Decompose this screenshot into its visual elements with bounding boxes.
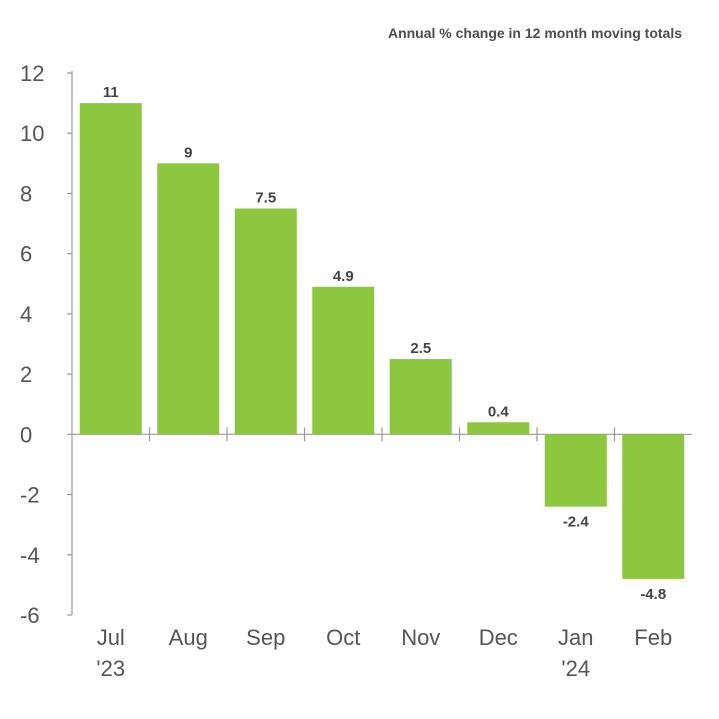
y-tick-label: -2 (20, 483, 40, 508)
data-labels: 11 9 7.5 4.9 2.5 0.4 -2.4 -4.8 (103, 84, 666, 603)
bar (157, 163, 220, 435)
x-tick-label: Jan (558, 625, 593, 650)
data-label: -4.8 (640, 586, 666, 603)
bar (234, 208, 297, 435)
x-tick-label: Nov (401, 625, 440, 650)
y-tick-label: 10 (20, 121, 44, 146)
x-tick-year-label: '23 (96, 656, 125, 681)
x-tick-label: Oct (326, 625, 360, 650)
data-label: 11 (103, 84, 119, 101)
y-tick-label: 4 (20, 302, 32, 327)
y-tick-label: -4 (20, 543, 40, 568)
bar (622, 434, 685, 579)
bar (544, 434, 607, 507)
x-tick-label: Feb (634, 625, 672, 650)
x-tick-label: Dec (479, 625, 518, 650)
bar (467, 422, 530, 435)
bar (79, 103, 142, 435)
data-label: 0.4 (488, 403, 510, 420)
chart-subtitle: Annual % change in 12 month moving total… (388, 25, 682, 41)
x-tick-label: Aug (169, 625, 208, 650)
y-tick-label: 12 (20, 61, 44, 86)
axes: 12 10 8 6 4 2 0 -2 -4 -6 Jul '23 Aug Sep Oct Nov Dec Jan '… (20, 61, 692, 681)
x-tick-label: Sep (246, 625, 285, 650)
x-tick-year-label: '24 (561, 656, 590, 681)
data-label: 4.9 (333, 268, 354, 285)
bar (312, 286, 375, 435)
data-label: -2.4 (563, 514, 590, 531)
data-label: 7.5 (255, 190, 276, 207)
y-tick-label: 8 (20, 181, 32, 206)
bars (79, 103, 685, 579)
y-tick-label: 6 (20, 242, 32, 267)
bar (389, 359, 452, 435)
y-tick-label: 0 (20, 422, 32, 447)
y-tick-label: -6 (20, 603, 40, 628)
data-label: 2.5 (410, 340, 431, 357)
y-tick-label: 2 (20, 362, 32, 387)
x-tick-label: Jul (97, 625, 125, 650)
data-label: 9 (184, 144, 192, 161)
